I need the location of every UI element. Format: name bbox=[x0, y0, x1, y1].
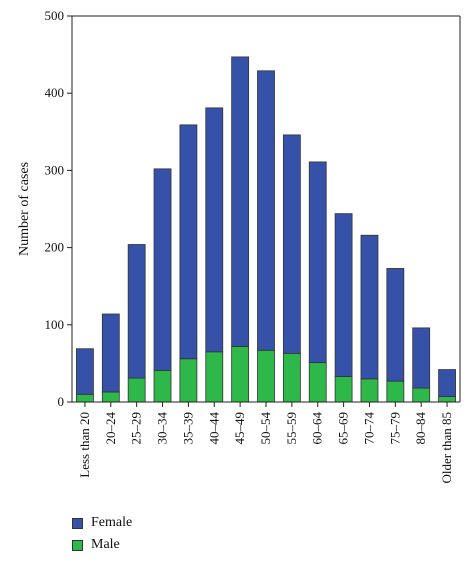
y-tick-label: 0 bbox=[58, 394, 65, 409]
y-axis-title: Number of cases bbox=[17, 162, 32, 256]
bar-female bbox=[179, 124, 198, 360]
y-tick-label: 500 bbox=[45, 8, 65, 23]
legend-item-female: Female bbox=[72, 513, 132, 533]
x-tick-label: 80–84 bbox=[413, 412, 428, 445]
x-tick-label: 65–69 bbox=[336, 412, 351, 445]
bar-female bbox=[282, 134, 301, 354]
bar-female bbox=[231, 56, 250, 347]
bar-male bbox=[76, 393, 94, 403]
bars-group bbox=[76, 56, 456, 403]
bar-female bbox=[205, 107, 224, 353]
legend-item-male: Male bbox=[72, 535, 132, 555]
legend-swatch-male bbox=[72, 539, 83, 551]
x-ticks-group: Less than 20 20–24 25–29 30–34 35–39 40–44 45–… bbox=[77, 402, 454, 483]
bar-male bbox=[334, 376, 353, 403]
bar-female bbox=[386, 268, 405, 382]
x-tick-label: Older than 85 bbox=[439, 412, 454, 483]
x-tick-label: 70–74 bbox=[361, 412, 376, 445]
bar-male bbox=[282, 352, 301, 403]
bar-female bbox=[334, 213, 353, 377]
y-ticks-group: 0 100 200 300 400 500 bbox=[45, 8, 72, 409]
y-tick-label: 200 bbox=[45, 240, 65, 255]
legend-label-female: Female bbox=[91, 515, 133, 530]
bar-female bbox=[127, 244, 146, 379]
bar-female bbox=[76, 348, 94, 395]
bar-female bbox=[438, 369, 456, 397]
legend: Female Male bbox=[72, 513, 132, 557]
bar-male bbox=[438, 396, 456, 403]
x-tick-label: 45–49 bbox=[232, 412, 247, 445]
x-tick-label: 55–59 bbox=[284, 412, 299, 445]
bar-male bbox=[153, 369, 172, 403]
bar-female bbox=[101, 313, 120, 393]
y-tick-label: 100 bbox=[45, 317, 65, 332]
bar-male bbox=[101, 391, 120, 403]
bar-male bbox=[257, 349, 275, 403]
bar-male bbox=[412, 387, 431, 403]
bar-male bbox=[179, 358, 198, 403]
bar-female bbox=[257, 70, 275, 351]
x-tick-label: Less than 20 bbox=[77, 412, 92, 478]
x-tick-label: 35–39 bbox=[180, 412, 195, 445]
bar-female bbox=[360, 234, 379, 380]
bar-male bbox=[308, 362, 327, 403]
bar-male bbox=[231, 346, 250, 403]
x-tick-label: 40–44 bbox=[206, 412, 221, 445]
legend-label-male: Male bbox=[91, 537, 120, 552]
x-tick-label: 75–79 bbox=[387, 412, 402, 445]
x-tick-label: 20–24 bbox=[103, 412, 118, 445]
x-tick-label: 60–64 bbox=[310, 412, 325, 445]
bar-male bbox=[127, 377, 146, 403]
x-tick-label: 50–54 bbox=[258, 412, 273, 445]
x-tick-label: 30–34 bbox=[155, 412, 170, 445]
bar-male bbox=[386, 380, 405, 403]
x-tick-label: 25–29 bbox=[129, 412, 144, 445]
bar-female bbox=[308, 161, 327, 364]
bar-male bbox=[205, 351, 224, 403]
y-tick-label: 300 bbox=[45, 162, 65, 177]
bar-male bbox=[360, 378, 379, 403]
bar-female bbox=[412, 327, 431, 389]
y-tick-label: 400 bbox=[45, 85, 65, 100]
bar-female bbox=[153, 168, 172, 371]
legend-swatch-female bbox=[72, 517, 83, 529]
